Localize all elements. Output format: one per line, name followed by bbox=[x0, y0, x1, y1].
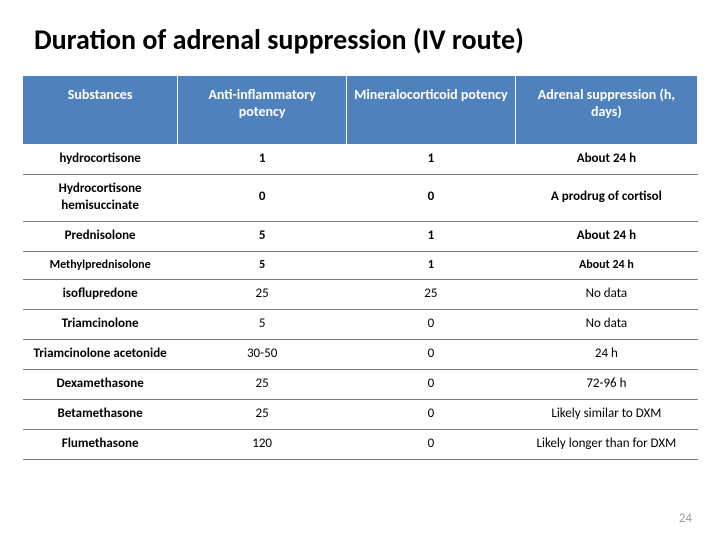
table-row: hydrocortisone11About 24 h bbox=[23, 145, 698, 175]
cell-mineralocorticoid: 1 bbox=[347, 145, 516, 175]
table-row: Dexamethasone25072-96 h bbox=[23, 369, 698, 399]
col-header-adrenal-suppression: Adrenal suppression (h, days) bbox=[515, 76, 697, 145]
cell-anti-inflammatory: 30-50 bbox=[178, 339, 347, 369]
cell-mineralocorticoid: 0 bbox=[347, 174, 516, 221]
cell-anti-inflammatory: 1 bbox=[178, 145, 347, 175]
col-header-mineralocorticoid: Mineralocorticoid potency bbox=[347, 76, 516, 145]
cell-adrenal-suppression: About 24 h bbox=[515, 145, 697, 175]
table-row: Triamcinolone50No data bbox=[23, 310, 698, 340]
cell-mineralocorticoid: 0 bbox=[347, 399, 516, 429]
cell-mineralocorticoid: 0 bbox=[347, 429, 516, 459]
cell-substance: Triamcinolone bbox=[23, 310, 178, 340]
cell-substance: Hydrocortisone hemisuccinate bbox=[23, 174, 178, 221]
cell-adrenal-suppression: Likely similar to DXM bbox=[515, 399, 697, 429]
cell-mineralocorticoid: 1 bbox=[347, 221, 516, 251]
cell-substance: Prednisolone bbox=[23, 221, 178, 251]
cell-mineralocorticoid: 0 bbox=[347, 310, 516, 340]
table-row: Hydrocortisone hemisuccinate00A prodrug … bbox=[23, 174, 698, 221]
cell-anti-inflammatory: 25 bbox=[178, 280, 347, 310]
corticosteroid-table: Substances Anti-inflammatory potency Min… bbox=[22, 75, 698, 460]
cell-substance: Betamethasone bbox=[23, 399, 178, 429]
cell-substance: hydrocortisone bbox=[23, 145, 178, 175]
slide-title: Duration of adrenal suppression (IV rout… bbox=[0, 0, 720, 57]
cell-adrenal-suppression: About 24 h bbox=[515, 221, 697, 251]
table-row: Methylprednisolone51About 24 h bbox=[23, 251, 698, 280]
col-header-substances: Substances bbox=[23, 76, 178, 145]
cell-anti-inflammatory: 120 bbox=[178, 429, 347, 459]
cell-mineralocorticoid: 1 bbox=[347, 251, 516, 280]
cell-mineralocorticoid: 0 bbox=[347, 369, 516, 399]
cell-adrenal-suppression: About 24 h bbox=[515, 251, 697, 280]
table-row: Betamethasone250Likely similar to DXM bbox=[23, 399, 698, 429]
cell-adrenal-suppression: No data bbox=[515, 310, 697, 340]
cell-mineralocorticoid: 0 bbox=[347, 339, 516, 369]
cell-anti-inflammatory: 5 bbox=[178, 310, 347, 340]
table-row: Flumethasone1200Likely longer than for D… bbox=[23, 429, 698, 459]
cell-anti-inflammatory: 5 bbox=[178, 251, 347, 280]
cell-adrenal-suppression: No data bbox=[515, 280, 697, 310]
cell-anti-inflammatory: 0 bbox=[178, 174, 347, 221]
cell-anti-inflammatory: 25 bbox=[178, 399, 347, 429]
col-header-anti-inflammatory: Anti-inflammatory potency bbox=[178, 76, 347, 145]
cell-mineralocorticoid: 25 bbox=[347, 280, 516, 310]
cell-substance: Dexamethasone bbox=[23, 369, 178, 399]
cell-adrenal-suppression: 72-96 h bbox=[515, 369, 697, 399]
cell-substance: Triamcinolone acetonide bbox=[23, 339, 178, 369]
cell-substance: isoflupredone bbox=[23, 280, 178, 310]
table-container: Substances Anti-inflammatory potency Min… bbox=[22, 75, 698, 460]
cell-anti-inflammatory: 5 bbox=[178, 221, 347, 251]
table-header-row: Substances Anti-inflammatory potency Min… bbox=[23, 76, 698, 145]
table-row: Prednisolone51About 24 h bbox=[23, 221, 698, 251]
cell-anti-inflammatory: 25 bbox=[178, 369, 347, 399]
table-row: Triamcinolone acetonide30-50024 h bbox=[23, 339, 698, 369]
cell-adrenal-suppression: 24 h bbox=[515, 339, 697, 369]
table-body: hydrocortisone11About 24 hHydrocortisone… bbox=[23, 145, 698, 460]
slide-number: 24 bbox=[679, 511, 692, 526]
cell-adrenal-suppression: A prodrug of cortisol bbox=[515, 174, 697, 221]
cell-substance: Flumethasone bbox=[23, 429, 178, 459]
cell-substance: Methylprednisolone bbox=[23, 251, 178, 280]
cell-adrenal-suppression: Likely longer than for DXM bbox=[515, 429, 697, 459]
table-row: isoflupredone2525No data bbox=[23, 280, 698, 310]
